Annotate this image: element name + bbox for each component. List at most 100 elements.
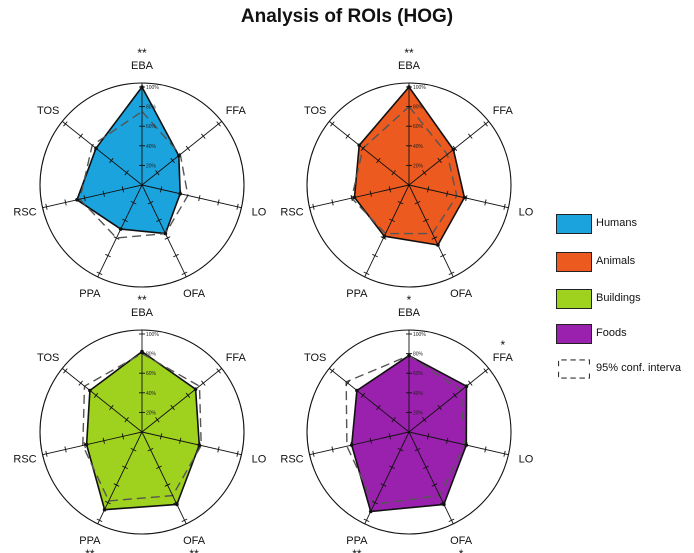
radar-point-tos — [355, 388, 359, 393]
axis-label-ppa: PPA — [346, 535, 368, 547]
axis-label-tos: TOS — [37, 105, 59, 117]
tick-label: 80% — [146, 105, 157, 111]
radar-tick — [217, 446, 220, 453]
radar-ci-foods — [345, 354, 466, 506]
radar-tick — [173, 500, 179, 505]
axis-label-ffa: FFA — [226, 105, 247, 117]
axis-label-rsc: RSC — [13, 207, 36, 219]
radar-tick — [109, 404, 114, 411]
legend-label-foods: Foods — [596, 327, 627, 339]
radar-point-ppa — [368, 509, 373, 514]
radar-tick — [360, 392, 366, 398]
legend-label-ci: 95% conf. interva — [596, 362, 681, 374]
radar-point-eba — [140, 85, 144, 89]
radar-spoke-tos — [329, 121, 410, 186]
radar-tick — [448, 518, 455, 523]
radar-tick — [330, 121, 335, 127]
axis-label-ppa: PPA — [346, 288, 368, 300]
radar-tick — [121, 186, 125, 193]
radar-spoke-ffa — [141, 368, 222, 433]
radar-tick — [468, 133, 473, 139]
legend: Humans Animals Buildings Foods 95% conf.… — [556, 214, 694, 390]
radar-tick — [156, 218, 162, 223]
radar-spoke-tos — [329, 368, 410, 433]
axis-label-lo: LO — [252, 207, 267, 219]
radar-series-animals — [353, 86, 466, 246]
radar-tick — [468, 380, 473, 386]
radar-spoke-lo — [141, 184, 242, 209]
radar-point-ppa — [102, 507, 107, 512]
radar-spoke-ofa — [408, 184, 454, 278]
tick-label: 60% — [146, 371, 157, 377]
axis-label-eba: EBA — [398, 307, 421, 319]
radar-tick — [331, 199, 334, 206]
tick-label: 40% — [146, 391, 157, 397]
axis-label-ffa: FFA — [493, 105, 514, 117]
radar-tick — [484, 446, 487, 453]
radar-point-eba — [140, 349, 144, 354]
radar-point-tos — [94, 146, 98, 151]
radar-spoke-tos — [62, 368, 143, 433]
radar-tick — [426, 433, 430, 440]
radar-tick — [389, 218, 395, 223]
radar-tick — [64, 446, 67, 453]
radar-tick — [372, 500, 378, 505]
radar-tick — [216, 121, 221, 127]
radar-tick — [236, 450, 239, 457]
radar-tick — [63, 121, 68, 127]
radar-spoke-lo — [408, 431, 509, 456]
radar-spoke-ffa — [408, 121, 489, 186]
radar-tick — [369, 190, 372, 197]
radar-tick — [83, 195, 86, 202]
radar-ci-humans — [79, 110, 189, 239]
radar-tick — [170, 404, 175, 411]
radar-tick — [155, 417, 160, 423]
radar-tick — [105, 253, 111, 258]
radar-tick — [217, 199, 220, 206]
radar-point-ffa — [464, 384, 469, 389]
radar-tick — [391, 417, 396, 423]
radar-tick — [216, 368, 221, 374]
radar-tick — [93, 392, 99, 398]
radar-tick — [312, 203, 315, 210]
radar-tick — [446, 190, 449, 197]
radar-group-humans: EBA** FFA LO OFA PPA RSC TOS 20% 40% 60% 80% 100% — [13, 46, 266, 300]
radar-tick — [159, 186, 163, 193]
radar-tick — [83, 442, 86, 449]
radar-tick — [422, 417, 427, 423]
radar-tick — [397, 200, 404, 205]
radar-point-eba — [407, 353, 411, 358]
axis-label-ffa: FFA — [493, 352, 514, 364]
radar-spoke-ffa — [141, 121, 222, 186]
radar-spoke-ffa — [408, 368, 489, 433]
tick-label: 20% — [413, 163, 424, 169]
significance-mark-eba: ** — [404, 46, 414, 60]
radar-tick — [380, 483, 387, 487]
radar-tick — [448, 271, 455, 276]
radar-group-foods: EBA*FFA*LOOFA*PPA**RSCTOS20%40%60%80%100… — [280, 293, 533, 553]
radar-point-lo — [178, 191, 182, 196]
radar-tick — [414, 447, 421, 452]
radar-point-lo — [462, 195, 467, 200]
radar-point-tos — [88, 388, 92, 393]
radar-point-ppa — [382, 234, 387, 238]
radar-tick — [437, 404, 442, 411]
radar-tick — [446, 437, 449, 444]
radar-tick — [173, 253, 179, 258]
axis-label-rsc: RSC — [280, 454, 303, 466]
radar-ci-buildings — [82, 352, 202, 502]
radar-tick — [45, 450, 48, 457]
radar-spoke-rsc — [42, 431, 143, 456]
radar-tick — [113, 236, 120, 240]
radar-tick — [181, 271, 188, 276]
radar-tick — [170, 157, 175, 164]
tick-label: 60% — [146, 124, 157, 130]
radar-tick — [121, 433, 125, 440]
radar-series-humans — [76, 86, 181, 235]
radar-tick — [155, 170, 160, 176]
tick-label: 40% — [146, 144, 157, 150]
radar-spoke-tos — [62, 121, 143, 186]
axis-label-ppa: PPA — [79, 288, 101, 300]
radar-spoke-lo — [141, 431, 242, 456]
tick-label: 100% — [146, 332, 159, 338]
